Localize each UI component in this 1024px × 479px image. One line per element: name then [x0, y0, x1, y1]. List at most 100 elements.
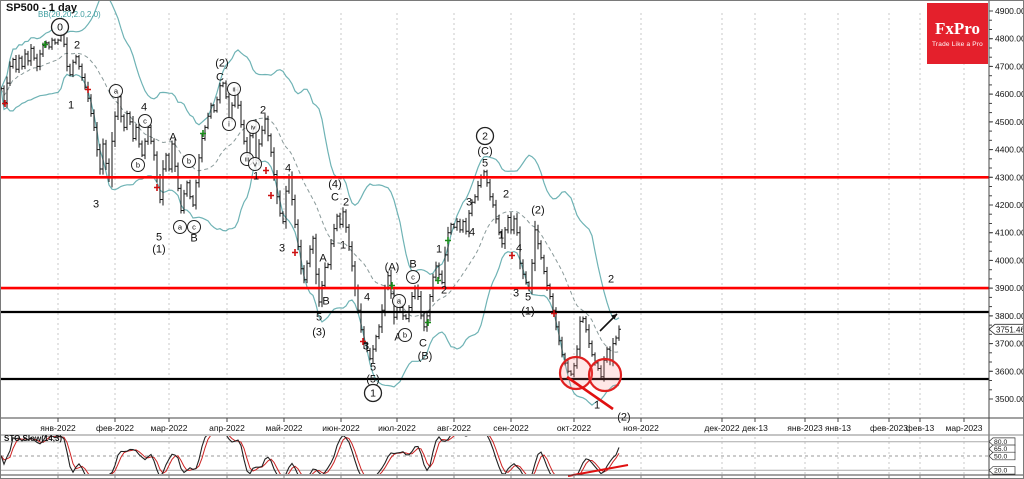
svg-text:(2): (2) [215, 58, 228, 70]
time-axis[interactable]: янв-2022 фев-2022 мар-2022 апр-2022 май-2022… [1, 417, 1024, 436]
svg-text:4300.00: 4300.00 [995, 172, 1024, 182]
svg-text:июл-2022: июл-2022 [378, 423, 416, 433]
svg-text:A: A [169, 132, 177, 144]
svg-text:4: 4 [141, 102, 147, 114]
svg-text:a: a [397, 297, 402, 306]
chart-title: SP500 - 1 day [6, 2, 77, 14]
svg-text:4: 4 [364, 292, 370, 304]
svg-text:5: 5 [316, 312, 322, 324]
analyst-annotations [558, 313, 623, 411]
svg-text:2: 2 [74, 40, 80, 52]
svg-text:окт-2022: окт-2022 [557, 423, 591, 433]
stochastic-indicator-label: STO Slow(14,3) [4, 434, 63, 443]
svg-text:2: 2 [260, 105, 266, 117]
svg-text:мар-2022: мар-2022 [150, 423, 187, 433]
svg-text:4200.00: 4200.00 [995, 200, 1024, 210]
svg-text:4100.00: 4100.00 [995, 228, 1024, 238]
svg-text:3: 3 [363, 341, 369, 353]
svg-text:4: 4 [285, 163, 291, 175]
svg-text:3900.00: 3900.00 [995, 283, 1024, 293]
svg-text:0: 0 [57, 22, 63, 34]
svg-text:3751.46: 3751.46 [996, 325, 1024, 334]
svg-text:4700.00: 4700.00 [995, 61, 1024, 71]
svg-text:мар-2023: мар-2023 [945, 423, 982, 433]
fxpro-logo: FxPro Trade Like a Pro [927, 3, 988, 64]
svg-text:(3): (3) [312, 327, 325, 339]
svg-text:фев-13: фев-13 [906, 423, 935, 433]
svg-text:4000.00: 4000.00 [995, 255, 1024, 265]
svg-text:авг-2022: авг-2022 [437, 423, 471, 433]
svg-text:1: 1 [436, 244, 442, 256]
svg-text:c: c [411, 273, 415, 282]
svg-text:(4): (4) [328, 179, 341, 191]
horizontal-levels[interactable] [1, 176, 989, 381]
stochastic-panel: 80.065.050.0 20.0 [1, 436, 1023, 478]
svg-text:v: v [253, 160, 257, 169]
svg-text:янв-13: янв-13 [825, 423, 851, 433]
svg-text:фев-2022: фев-2022 [96, 423, 134, 433]
svg-text:2: 2 [343, 197, 349, 209]
svg-text:3600.00: 3600.00 [995, 366, 1024, 376]
svg-text:B: B [409, 259, 416, 271]
svg-text:iv: iv [251, 125, 256, 132]
svg-text:ноя-2022: ноя-2022 [623, 423, 659, 433]
svg-text:(1): (1) [521, 306, 534, 318]
svg-text:a: a [178, 223, 183, 232]
svg-text:80.0: 80.0 [994, 439, 1007, 446]
svg-text:C: C [331, 192, 339, 204]
svg-text:b: b [403, 331, 407, 340]
svg-text:b: b [136, 161, 140, 170]
svg-text:A: A [319, 253, 327, 265]
svg-text:сен-2022: сен-2022 [493, 423, 529, 433]
fxpro-logo-brand: FxPro [934, 18, 980, 38]
svg-text:1: 1 [340, 240, 346, 252]
svg-text:5: 5 [482, 158, 488, 170]
svg-text:4: 4 [516, 243, 522, 255]
svg-text:3: 3 [93, 199, 99, 211]
svg-text:20.0: 20.0 [994, 468, 1007, 475]
svg-text:1: 1 [498, 230, 504, 242]
svg-text:янв-2022: янв-2022 [40, 423, 76, 433]
svg-text:2: 2 [441, 285, 447, 297]
svg-text:4500.00: 4500.00 [995, 117, 1024, 127]
svg-text:3700.00: 3700.00 [995, 339, 1024, 349]
svg-text:2: 2 [503, 189, 509, 201]
svg-text:июн-2022: июн-2022 [322, 423, 360, 433]
svg-text:4: 4 [469, 227, 475, 239]
svg-text:A: A [394, 332, 402, 344]
svg-text:i: i [228, 120, 230, 129]
svg-text:(2): (2) [531, 205, 544, 217]
svg-text:4600.00: 4600.00 [995, 89, 1024, 99]
svg-text:1: 1 [68, 100, 74, 112]
svg-text:2: 2 [608, 274, 614, 286]
svg-text:фев-2023: фев-2023 [870, 423, 908, 433]
svg-text:(1): (1) [152, 244, 165, 256]
svg-text:дек-2022: дек-2022 [704, 423, 739, 433]
svg-text:5: 5 [156, 232, 162, 244]
month-gridlines [57, 13, 965, 475]
bollinger-indicator-label: BB(20,20,2.0,2.0) [38, 10, 101, 19]
svg-text:1: 1 [370, 388, 376, 400]
svg-text:дек-13: дек-13 [742, 423, 768, 433]
svg-text:май-2022: май-2022 [265, 423, 302, 433]
svg-text:a: a [114, 87, 119, 96]
svg-text:iii: iii [245, 157, 249, 164]
price-axis[interactable]: 4900.00 4800.00 4700.00 4600.00 4500.00 4400.… [988, 1, 1024, 479]
svg-text:B: B [190, 233, 197, 245]
svg-text:4900.00: 4900.00 [995, 6, 1024, 16]
svg-text:3: 3 [466, 197, 472, 209]
current-price-tag: 3751.46 [988, 323, 1024, 335]
svg-text:3500.00: 3500.00 [995, 394, 1024, 404]
svg-text:4400.00: 4400.00 [995, 145, 1024, 155]
fxpro-logo-tagline: Trade Like a Pro [931, 40, 983, 48]
bollinger-bands [1, 1, 620, 406]
svg-text:C: C [216, 72, 224, 84]
svg-text:1: 1 [253, 171, 259, 183]
svg-text:2: 2 [482, 131, 488, 143]
svg-text:янв-2023: янв-2023 [787, 423, 823, 433]
svg-text:1: 1 [594, 400, 600, 412]
svg-text:65.0: 65.0 [994, 446, 1007, 453]
